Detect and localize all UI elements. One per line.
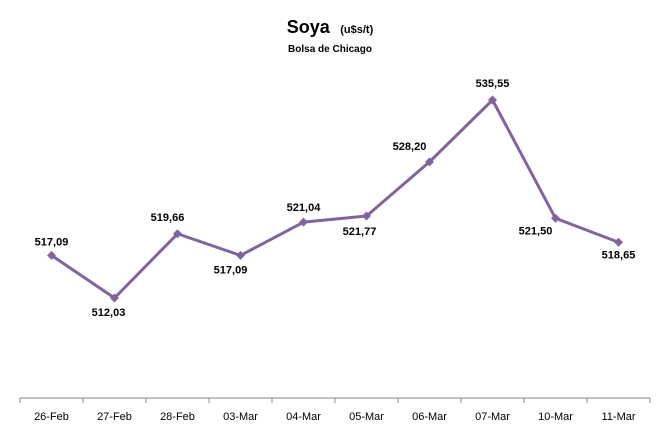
data-point-marker xyxy=(362,211,371,221)
data-point-marker xyxy=(551,213,560,223)
series-line xyxy=(50,98,620,300)
data-point-marker xyxy=(110,293,119,303)
data-point-marker xyxy=(425,157,434,167)
chart-title-main: Soya xyxy=(287,17,331,37)
x-tick-label: 10-Mar xyxy=(538,411,573,423)
series-layer: 517,09 512,03 519,66 517,09 521,04 521,77 528,… xyxy=(35,78,636,319)
chart-subtitle: Bolsa de Chicago xyxy=(288,44,372,55)
x-tick-label: 06-Mar xyxy=(412,411,447,423)
x-tick-label: 28-Feb xyxy=(160,411,195,423)
data-point-marker xyxy=(614,237,623,247)
x-tick-label: 26-Feb xyxy=(34,411,69,423)
x-tick-label: 07-Mar xyxy=(475,411,510,423)
x-tick-label: 05-Mar xyxy=(349,411,384,423)
chart-title-unit: (u$s/t) xyxy=(340,24,373,36)
x-axis-ticks: 26-Feb 27-Feb 28-Feb 03-Mar 04-Mar 05-Mar 06-M… xyxy=(19,398,651,423)
chart-title: Soya (u$s/t) xyxy=(287,17,374,37)
x-tick-label: 11-Mar xyxy=(601,411,635,423)
data-point-marker xyxy=(47,250,56,260)
data-label: 517,09 xyxy=(35,236,69,248)
data-point-marker xyxy=(173,229,182,239)
data-label: 521,04 xyxy=(287,202,322,214)
data-label: 521,77 xyxy=(343,226,377,238)
data-label: 528,20 xyxy=(393,141,427,153)
data-label: 512,03 xyxy=(92,307,126,319)
data-point-marker xyxy=(236,250,245,260)
data-label: 518,65 xyxy=(602,249,636,261)
data-label: 521,50 xyxy=(519,225,553,237)
data-point-marker xyxy=(299,217,308,227)
x-tick-label: 03-Mar xyxy=(223,411,258,423)
x-tick-label: 27-Feb xyxy=(97,411,132,423)
data-label: 519,66 xyxy=(151,212,185,224)
data-label: 535,55 xyxy=(476,78,510,90)
x-tick-label: 04-Mar xyxy=(286,411,321,423)
data-point-marker xyxy=(488,95,497,105)
data-label: 517,09 xyxy=(214,264,248,276)
